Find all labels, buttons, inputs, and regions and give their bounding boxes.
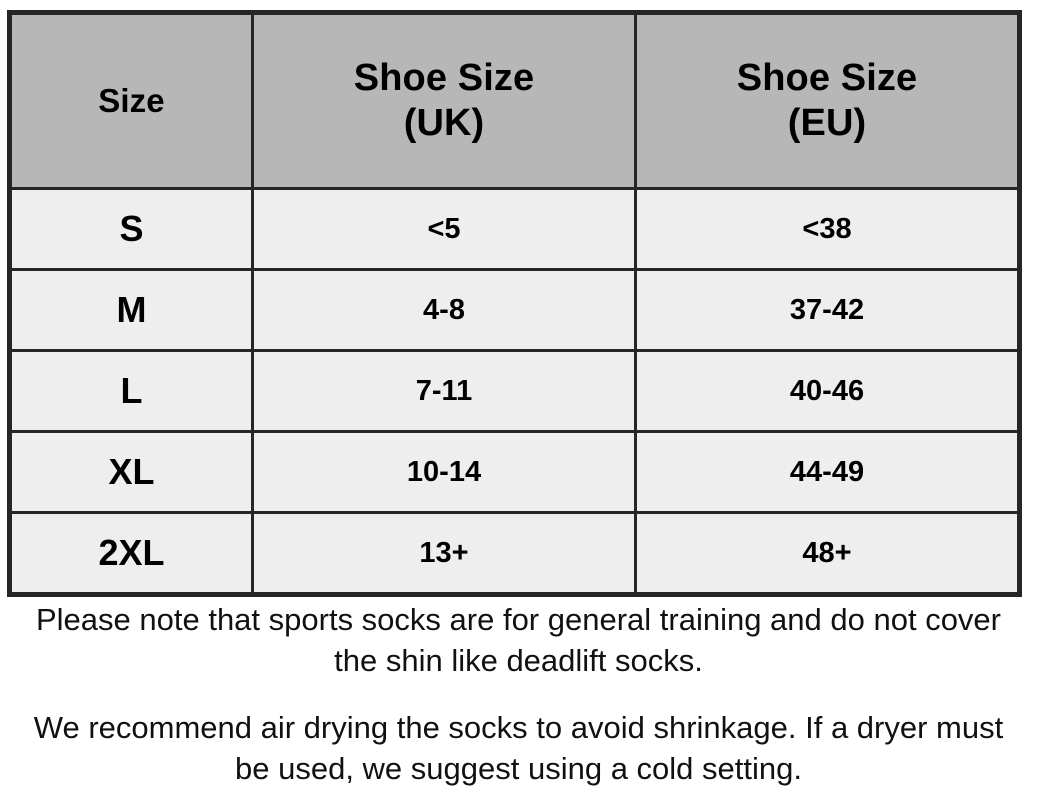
- column-header-size-line-1: Size: [98, 81, 165, 119]
- size-chart-container: Size Shoe Size (UK) Shoe Size (EU) S <5: [7, 10, 1022, 597]
- cell-shoe-size-eu: 44-49: [634, 430, 1021, 514]
- table-row: 2XL 13+ 48+: [8, 511, 1021, 596]
- column-header-size: Size: [8, 11, 254, 190]
- table-row: L 7-11 40-46: [8, 349, 1021, 433]
- note-care-instructions: We recommend air drying the socks to avo…: [33, 709, 1004, 786]
- cell-shoe-size-uk: 13+: [251, 511, 637, 596]
- cell-size: L: [8, 349, 254, 433]
- cell-shoe-size-eu: 37-42: [634, 268, 1021, 352]
- cell-size: 2XL: [8, 511, 254, 596]
- cell-shoe-size-uk: <5: [251, 187, 637, 271]
- column-header-shoe-size-uk: Shoe Size (UK): [251, 11, 637, 190]
- column-header-eu-line-1: Shoe Size: [736, 57, 918, 100]
- cell-shoe-size-eu: 48+: [634, 511, 1021, 596]
- cell-size: M: [8, 268, 254, 352]
- cell-shoe-size-uk: 7-11: [251, 349, 637, 433]
- size-chart-table: Size Shoe Size (UK) Shoe Size (EU) S <5: [7, 10, 1022, 597]
- column-header-eu-line-2: (EU): [787, 102, 867, 144]
- table-row: XL 10-14 44-49: [8, 430, 1021, 514]
- cell-size: S: [8, 187, 254, 271]
- table-row: M 4-8 37-42: [8, 268, 1021, 352]
- column-header-uk-line-1: Shoe Size: [353, 57, 535, 100]
- table-header: Size Shoe Size (UK) Shoe Size (EU): [8, 11, 1021, 190]
- note-sports-socks: Please note that sports socks are for ge…: [35, 602, 1001, 678]
- cell-shoe-size-eu: <38: [634, 187, 1021, 271]
- cell-shoe-size-uk: 4-8: [251, 268, 637, 352]
- cell-shoe-size-eu: 40-46: [634, 349, 1021, 433]
- cell-size: XL: [8, 430, 254, 514]
- table-header-row: Size Shoe Size (UK) Shoe Size (EU): [8, 11, 1021, 190]
- table-row: S <5 <38: [8, 187, 1021, 271]
- cell-shoe-size-uk: 10-14: [251, 430, 637, 514]
- column-header-uk-line-2: (UK): [403, 102, 485, 144]
- column-header-shoe-size-eu: Shoe Size (EU): [634, 11, 1021, 190]
- table-body: S <5 <38 M 4-8 37-42 L 7-11 40-46 XL 10-…: [8, 187, 1021, 596]
- notes-section: Please note that sports socks are for ge…: [0, 600, 1037, 790]
